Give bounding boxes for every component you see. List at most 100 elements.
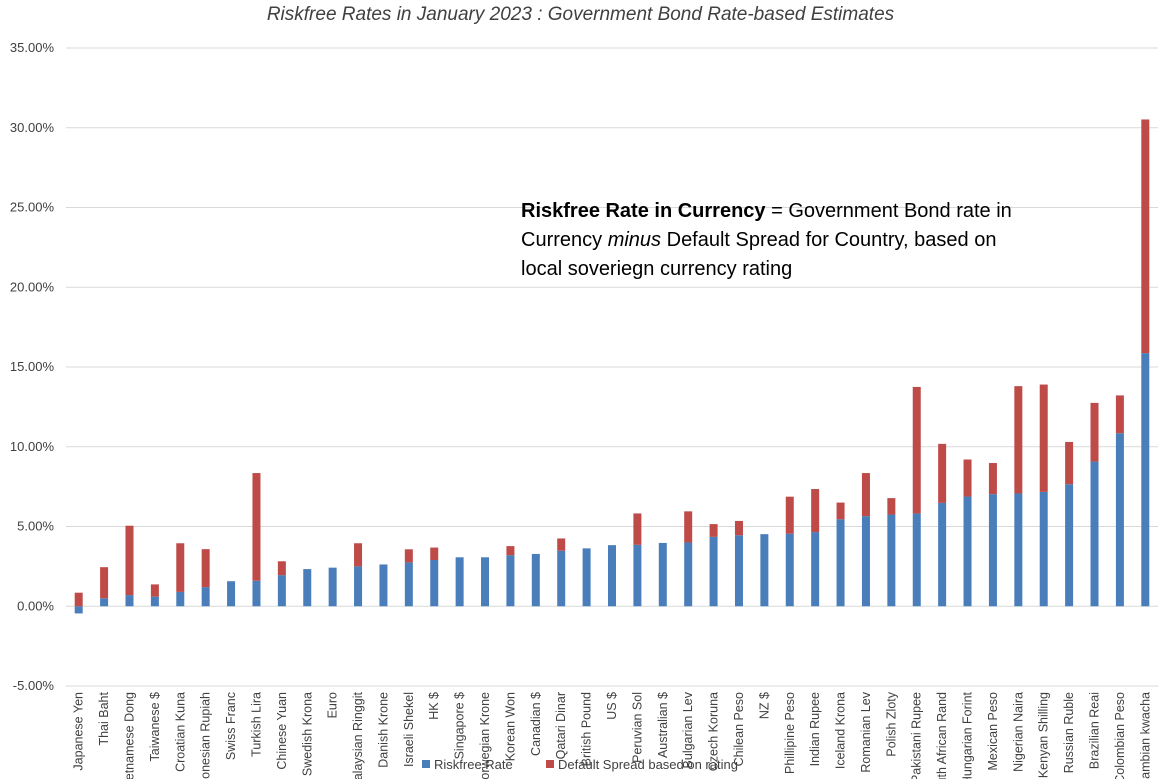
x-tick-label: Malaysian Ringgit (351, 691, 365, 779)
default-spread-bar (1141, 119, 1150, 354)
annotation-bold: Riskfree Rate in Currency (521, 200, 766, 222)
y-tick-label: 0.00% (17, 598, 54, 613)
default-spread-bar (1090, 402, 1099, 462)
default-spread-bar (125, 525, 134, 596)
x-tick-label: Canadian $ (529, 692, 543, 756)
default-spread-bar (938, 443, 947, 503)
riskfree-bar (912, 513, 921, 607)
x-tick-label: Norwegian Krone (478, 692, 492, 779)
x-tick-label: Turkish Lira (249, 692, 263, 757)
default-spread-bar (150, 584, 159, 597)
riskfree-bar (785, 533, 794, 607)
riskfree-bar (836, 519, 845, 607)
riskfree-bar (582, 548, 591, 607)
x-tick-label: Chinese Yuan (275, 692, 289, 770)
riskfree-bar (887, 514, 896, 607)
x-tick-label: Indian Rupee (808, 692, 822, 766)
annotation-italic: minus (607, 229, 662, 251)
default-spread-bar (1065, 441, 1074, 485)
default-spread-bar (734, 520, 743, 536)
default-spread-bar (785, 496, 794, 534)
riskfree-bar (1141, 353, 1150, 607)
y-tick-label: 5.00% (17, 519, 54, 534)
x-tick-label: Brazilian Reai (1088, 692, 1102, 769)
riskfree-bar (709, 536, 718, 607)
x-tick-label: Thai Baht (97, 691, 111, 745)
riskfree-bar (1065, 484, 1074, 607)
chart-annotation: Riskfree Rate in Currency = Government B… (521, 197, 1041, 284)
x-tick-label: Nigerian Naira (1011, 692, 1025, 772)
default-spread-bar (1014, 386, 1023, 494)
riskfree-bar (608, 545, 616, 607)
x-tick-label: Phillipine Peso (783, 692, 797, 774)
riskfree-bar (379, 564, 388, 607)
y-tick-label: 35.00% (10, 40, 55, 55)
x-tick-label: Indonesian Rupiah (199, 692, 213, 779)
x-tick-label: Russian Ruble (1062, 692, 1076, 773)
x-tick-label: Zambian kwacha (1138, 692, 1152, 779)
x-tick-label: South African Rand (935, 692, 949, 779)
riskfree-bar (633, 544, 642, 607)
default-spread-bar (201, 549, 210, 588)
default-spread-bar (1039, 384, 1048, 492)
default-spread-bar (557, 538, 566, 551)
riskfree-bar (455, 557, 464, 607)
x-tick-label: Czech Koruna (707, 692, 721, 771)
default-spread-bar (709, 524, 718, 537)
x-tick-label: Taiwanese $ (148, 692, 162, 762)
riskfree-bar (963, 496, 972, 607)
x-tick-label: Pakistani Rupee (910, 692, 924, 779)
riskfree-bar (557, 550, 566, 607)
x-tick-label: Swiss Franc (224, 692, 238, 760)
chart-title: Riskfree Rates in January 2023 : Governm… (266, 4, 895, 25)
default-spread-bar (277, 561, 286, 576)
legend-swatch (422, 760, 430, 768)
riskfree-bar (201, 587, 210, 607)
y-tick-label: 20.00% (10, 279, 55, 294)
riskfree-bar (1039, 491, 1048, 607)
riskfree-bar (506, 555, 515, 607)
default-spread-bar (176, 543, 185, 592)
bars (74, 119, 1150, 614)
riskfree-bar (1115, 433, 1124, 607)
x-tick-label: Romanian Lev (859, 691, 873, 772)
default-spread-bar (684, 511, 693, 543)
riskfree-bar (277, 575, 286, 607)
y-tick-label: 15.00% (10, 359, 55, 374)
riskfree-bar (938, 502, 947, 607)
x-tick-label: Polish Zloty (884, 691, 898, 756)
riskfree-bar (734, 535, 743, 607)
default-spread-bar (354, 543, 363, 567)
default-spread-bar (1115, 395, 1124, 434)
riskfree-bar (430, 559, 439, 607)
annotation-text-1: = Government Bond rate in Currency (521, 200, 1012, 251)
riskfree-bar (354, 566, 363, 607)
riskfree-bar (1090, 461, 1099, 607)
x-tick-label: Korean Won (503, 692, 517, 761)
x-tick-label: Danish Krone (376, 692, 390, 768)
x-tick-label: Australian $ (656, 692, 670, 758)
x-tick-label: Israeli Shekel (402, 692, 416, 767)
x-tick-label: Vietnamese Dong (122, 692, 136, 779)
default-spread-bar (811, 489, 820, 533)
riskfree-bar (74, 606, 83, 614)
riskfree-bar (227, 581, 236, 607)
riskfree-bar (684, 542, 693, 607)
x-tick-label: Singapore $ (453, 692, 467, 759)
default-spread-bar (912, 386, 921, 514)
riskfree-bar (404, 562, 413, 607)
default-spread-bar (506, 546, 515, 556)
default-spread-bar (963, 459, 972, 497)
y-axis: -5.00% 0.00% 5.00% 10.00% 15.00% 20.00% 25.00%… (10, 40, 55, 693)
x-tick-label: Chilean Peso (732, 692, 746, 766)
riskfree-bar (760, 534, 769, 607)
x-tick-label: Bulgarian Lev (681, 691, 695, 768)
y-tick-label: -5.00% (13, 678, 55, 693)
x-tick-label: Kenyan Shilling (1037, 692, 1051, 778)
riskfree-bar (303, 569, 312, 607)
x-tick-label: Japanese Yen (72, 692, 86, 771)
riskfree-bar (328, 567, 337, 607)
riskfree-bar (176, 591, 185, 607)
riskfree-bar (1014, 493, 1023, 607)
riskfree-bar (125, 595, 134, 607)
